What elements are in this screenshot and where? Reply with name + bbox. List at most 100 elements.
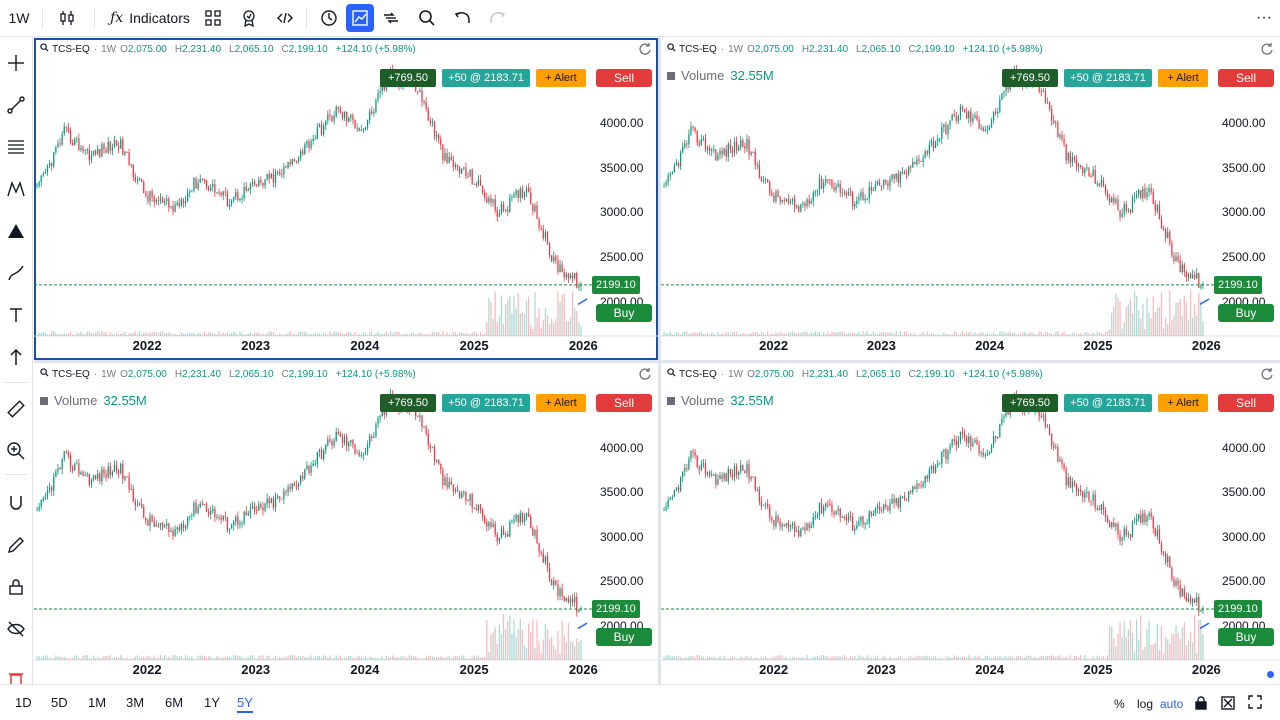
range-1m[interactable]: 1M (88, 695, 107, 710)
search-icon[interactable] (40, 368, 49, 380)
fit-screen-icon[interactable] (1220, 695, 1236, 716)
volume-bar (760, 657, 763, 660)
text-icon[interactable] (3, 302, 29, 328)
candle (308, 138, 310, 153)
refresh-icon[interactable] (638, 42, 652, 56)
volume-bar (1073, 655, 1076, 660)
auto-toggle[interactable]: auto (1160, 697, 1184, 711)
zoom-in-icon[interactable] (3, 438, 29, 464)
chart-pane-2[interactable]: TCS-EQ · 1W O 2,075.00 H 2,231.40 L 2,065.10 C 2,1… (661, 38, 1280, 360)
volume-bar (387, 333, 390, 336)
sell-button[interactable]: Sell (1218, 394, 1274, 412)
position-badge[interactable]: +50 @ 2183.71 (442, 394, 530, 412)
lock-icon[interactable] (3, 574, 29, 600)
templates-icon[interactable] (200, 4, 226, 32)
arrow-icon[interactable] (3, 344, 29, 370)
price-chart[interactable] (34, 385, 658, 684)
y-tick-label: 2500.00 (600, 574, 644, 589)
range-5d[interactable]: 5D (51, 695, 68, 710)
fib-icon[interactable] (3, 134, 29, 160)
log-toggle[interactable]: log (1137, 697, 1154, 711)
buy-button[interactable]: Buy (596, 628, 652, 646)
range-1y[interactable]: 1Y (204, 695, 220, 710)
search-icon[interactable] (667, 368, 676, 380)
range-3m[interactable]: 3M (126, 695, 145, 710)
magnet-icon[interactable] (3, 490, 29, 516)
ruler-icon[interactable] (3, 396, 29, 422)
add-alert-button[interactable]: + Alert (1158, 69, 1208, 87)
candle (831, 178, 833, 189)
clock-icon[interactable] (316, 4, 342, 32)
candle (1106, 514, 1109, 524)
lock-scale-icon[interactable] (1194, 695, 1208, 716)
undo-icon[interactable] (450, 4, 476, 32)
price-chart[interactable] (34, 60, 658, 360)
candle (777, 514, 779, 524)
volume-bar (1017, 655, 1020, 660)
buy-button[interactable]: Buy (1218, 304, 1274, 322)
indicators-button[interactable]: ƒx Indicators (104, 4, 196, 32)
percent-toggle[interactable]: % (1114, 697, 1125, 711)
add-alert-button[interactable]: + Alert (536, 69, 586, 87)
shapes-icon[interactable] (3, 218, 29, 244)
search-icon[interactable] (40, 43, 49, 55)
sell-button[interactable]: Sell (1218, 69, 1274, 87)
buy-button[interactable]: Buy (596, 304, 652, 322)
symbol-name[interactable]: TCS-EQ (52, 43, 90, 55)
volume-bar (733, 331, 736, 336)
add-alert-button[interactable]: + Alert (536, 394, 586, 412)
pattern-icon[interactable] (3, 176, 29, 202)
symbol-name[interactable]: TCS-EQ (679, 368, 717, 380)
position-badge[interactable]: +50 @ 2183.71 (1064, 394, 1152, 412)
replay-icon[interactable] (378, 4, 404, 32)
candle (548, 242, 551, 259)
add-alert-button[interactable]: + Alert (1158, 394, 1208, 412)
range-6m[interactable]: 6M (165, 695, 184, 710)
compare-chart-icon[interactable] (346, 4, 374, 32)
redo-icon[interactable] (484, 4, 510, 32)
symbol-name[interactable]: TCS-EQ (52, 368, 90, 380)
sell-button[interactable]: Sell (596, 394, 652, 412)
chart-pane-4[interactable]: TCS-EQ · 1W O 2,075.00 H 2,231.40 L 2,065.10 C 2,1… (661, 363, 1280, 684)
chart-pane-1[interactable]: TCS-EQ · 1W O 2,075.00 H 2,231.40 L 2,065.10 C 2,1… (34, 38, 658, 360)
refresh-icon[interactable] (1260, 42, 1274, 56)
chart-pane-3[interactable]: TCS-EQ · 1W O 2,075.00 H 2,231.40 L 2,065.10 C 2,1… (34, 363, 658, 684)
refresh-icon[interactable] (638, 367, 652, 381)
brush-icon[interactable] (3, 260, 29, 286)
interval-button[interactable]: 1W (8, 10, 30, 26)
trend-line-icon[interactable] (3, 92, 29, 118)
range-1d[interactable]: 1D (15, 695, 32, 710)
candle (567, 595, 570, 604)
volume-value: 32.55M (730, 393, 774, 408)
pencil-icon[interactable] (3, 532, 29, 558)
volume-bar (295, 657, 298, 660)
search-icon[interactable] (414, 4, 440, 32)
volume-bar (576, 638, 578, 660)
code-icon[interactable] (272, 4, 298, 32)
range-5y[interactable]: 5Y (237, 695, 253, 713)
price-chart[interactable] (661, 60, 1280, 360)
candle (546, 552, 549, 572)
award-icon[interactable] (236, 4, 262, 32)
candle-style-icon[interactable] (54, 4, 80, 32)
volume-bar (777, 333, 779, 336)
low-value: 2,065.10 (861, 43, 901, 55)
crosshair-icon[interactable] (3, 50, 29, 76)
volume-bar (218, 331, 220, 336)
fullscreen-icon[interactable] (1248, 695, 1262, 714)
volume-bar (943, 332, 945, 336)
volume-bar (48, 334, 51, 336)
refresh-icon[interactable] (1260, 367, 1274, 381)
position-badge[interactable]: +50 @ 2183.71 (442, 69, 530, 87)
volume-bar (425, 334, 427, 336)
eye-hide-icon[interactable] (3, 616, 29, 642)
trash-icon[interactable] (3, 666, 29, 684)
sell-button[interactable]: Sell (596, 69, 652, 87)
position-badge[interactable]: +50 @ 2183.71 (1064, 69, 1152, 87)
search-icon[interactable] (667, 43, 676, 55)
more-menu-button[interactable]: ··· (1256, 9, 1272, 26)
buy-button[interactable]: Buy (1218, 628, 1274, 646)
volume-bar (88, 331, 90, 336)
symbol-name[interactable]: TCS-EQ (679, 43, 717, 55)
price-chart[interactable] (661, 385, 1280, 684)
